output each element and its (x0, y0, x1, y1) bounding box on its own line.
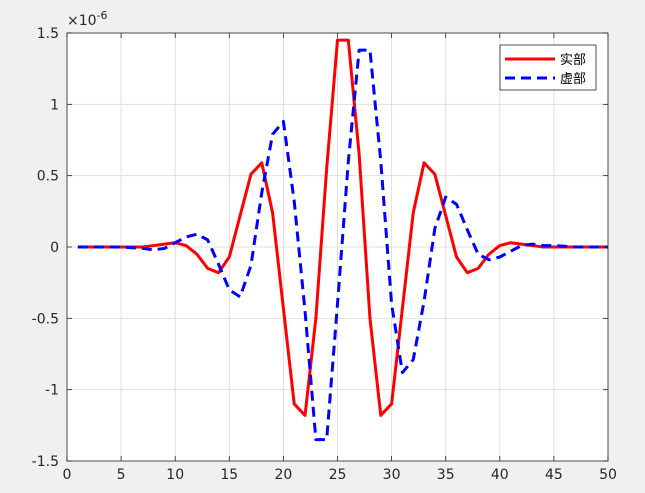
legend-label-real: 实部 (560, 53, 586, 68)
x-tick-label: 50 (599, 467, 617, 483)
y-exponent-power: -6 (97, 9, 108, 22)
y-tick-label: -1.5 (32, 454, 59, 470)
legend-box (499, 44, 597, 91)
x-tick-label: 40 (491, 467, 509, 483)
y-exponent-label: ×10-6 (67, 9, 108, 29)
legend: 实部 虚部 (499, 44, 597, 91)
x-tick-label: 0 (63, 467, 72, 483)
y-tick-label: -0.5 (32, 311, 59, 327)
x-tick-label: 10 (166, 467, 184, 483)
series-line-imag (77, 48, 608, 442)
x-tick-label: 25 (329, 467, 347, 483)
tick-layer: 0 5 10 15 20 25 30 35 40 45 50 -1.5 -1 -0.5 0 0.5 1 1.5 (32, 26, 617, 483)
x-tick-label: 30 (383, 467, 401, 483)
x-tick-label: 20 (274, 467, 292, 483)
y-tick-label: 1.5 (37, 26, 59, 42)
x-tick-label: 35 (437, 467, 455, 483)
legend-label-imag: 虚部 (560, 72, 586, 87)
x-tick-label: 5 (117, 467, 126, 483)
y-tick-label: 0.5 (37, 169, 59, 185)
y-tick-label: 0 (50, 240, 59, 256)
y-tick-label: -1 (45, 383, 59, 399)
series-line-real (77, 38, 608, 417)
series-layer (77, 38, 608, 442)
x-tick-label: 45 (545, 467, 563, 483)
x-tick-label: 15 (220, 467, 238, 483)
y-tick-label: 1 (50, 97, 59, 113)
